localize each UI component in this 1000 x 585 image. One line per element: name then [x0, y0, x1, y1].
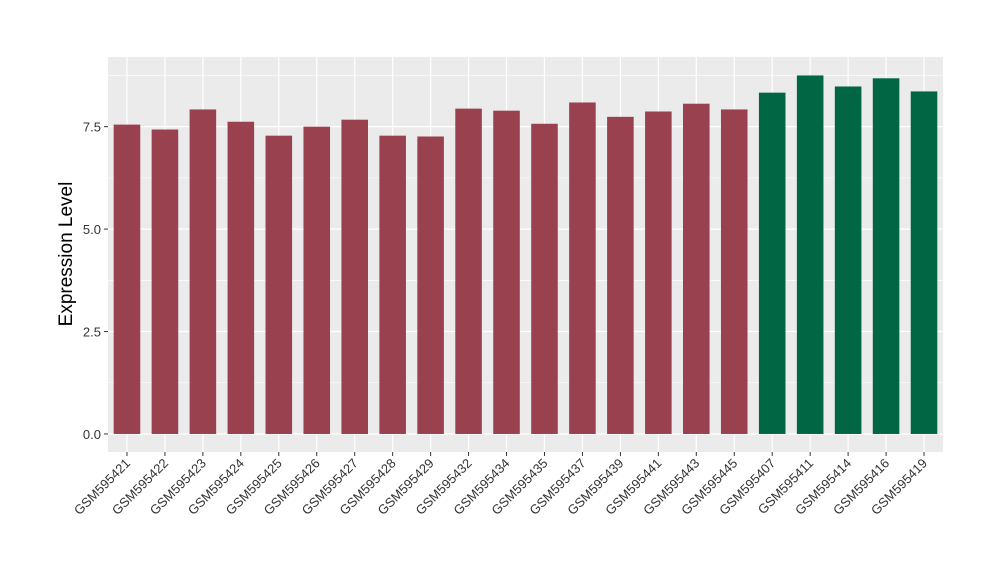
bar-GSM595427 — [341, 119, 368, 434]
bar-GSM595434 — [493, 110, 520, 434]
y-tick-label: 2.5 — [83, 325, 101, 340]
bar-GSM595421 — [113, 124, 141, 434]
bar-GSM595407 — [758, 92, 786, 434]
bar-GSM595423 — [189, 109, 217, 434]
bar-GSM595445 — [720, 109, 748, 434]
bar-GSM595439 — [607, 116, 634, 434]
bar-GSM595411 — [796, 75, 824, 434]
bar-GSM595441 — [645, 111, 672, 434]
bar-GSM595429 — [417, 136, 444, 434]
bar-GSM595428 — [379, 135, 406, 434]
bar-GSM595416 — [872, 78, 900, 434]
bar-GSM595443 — [683, 103, 710, 434]
bar-GSM595419 — [910, 91, 938, 434]
bar-GSM595426 — [303, 126, 331, 434]
bar-GSM595425 — [265, 135, 293, 434]
bar-GSM595432 — [455, 108, 482, 434]
y-tick-label: 5.0 — [83, 222, 101, 237]
bar-GSM595437 — [569, 102, 596, 434]
bar-GSM595422 — [151, 129, 179, 434]
bar-GSM595414 — [834, 86, 862, 434]
y-axis-label: Expression Level — [56, 182, 77, 327]
y-tick-label: 7.5 — [83, 120, 101, 135]
y-tick-label: 0.0 — [83, 427, 101, 442]
bar-GSM595424 — [227, 121, 255, 434]
bar-GSM595435 — [531, 123, 558, 434]
